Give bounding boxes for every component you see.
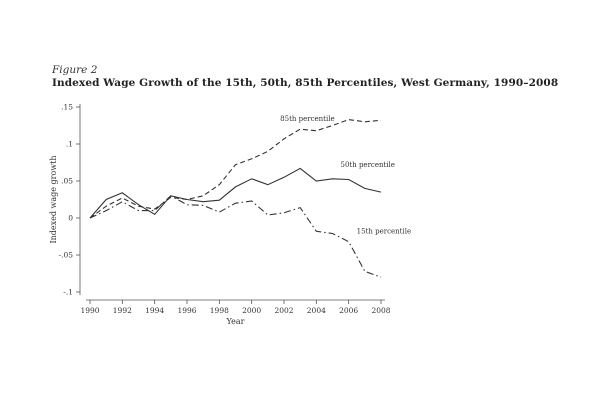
- figure-title: Indexed Wage Growth of the 15th, 50th, 8…: [52, 77, 559, 89]
- x-tick-label: 1990: [80, 306, 99, 315]
- series-line-50th-percentile: [89, 167, 382, 219]
- y-tick-label: .1: [66, 140, 73, 149]
- x-tick-label: 1998: [210, 306, 229, 315]
- figure-label: Figure 2: [52, 64, 98, 76]
- series-line-15th-percentile: [89, 195, 382, 278]
- series-label-15th-percentile: 15th percentile: [357, 228, 411, 236]
- series-label-85th-percentile: 85th percentile: [280, 115, 334, 123]
- x-tick-label: 1992: [113, 306, 132, 315]
- x-tick-label: 2002: [274, 306, 293, 315]
- x-tick-label: 2000: [242, 306, 261, 315]
- series-line-85th-percentile: [89, 119, 382, 219]
- y-tick-label: .15: [61, 103, 73, 112]
- x-tick-label: 2006: [339, 306, 358, 315]
- x-tick-label: 2008: [371, 306, 390, 315]
- y-tick-label: 0: [68, 214, 73, 223]
- x-tick-label: 1996: [177, 306, 196, 315]
- x-tick-label: 2004: [307, 306, 326, 315]
- y-tick-label: -.1: [63, 288, 73, 297]
- y-tick-label: -.05: [59, 251, 74, 260]
- series-label-50th-percentile: 50th percentile: [341, 161, 395, 169]
- y-axis-title: Indexed wage growth: [49, 155, 58, 243]
- x-tick-label: 1994: [145, 306, 164, 315]
- y-tick-label: .05: [61, 177, 73, 186]
- x-axis-title: Year: [226, 317, 245, 326]
